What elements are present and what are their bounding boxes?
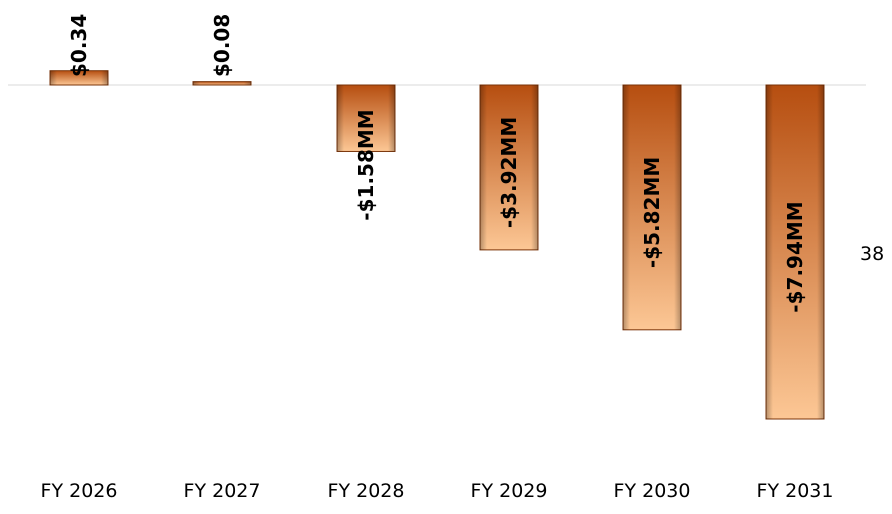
- data-label: -$1.58MM: [354, 109, 378, 220]
- bar-shading: [623, 85, 681, 330]
- bar-shading: [193, 81, 251, 85]
- data-label: $0.34: [67, 14, 91, 77]
- x-tick-label: FY 2030: [614, 480, 691, 502]
- x-tick-label: FY 2029: [471, 480, 548, 502]
- x-tick-label: FY 2026: [41, 480, 118, 502]
- page-number: 38: [860, 243, 885, 265]
- data-label: -$5.82MM: [640, 157, 664, 268]
- data-label: -$7.94MM: [783, 201, 807, 312]
- bar-shading: [50, 70, 108, 85]
- data-label: $0.08: [210, 14, 234, 77]
- data-label: -$3.92MM: [497, 117, 521, 228]
- x-tick-label: FY 2027: [184, 480, 261, 502]
- bar-shading: [766, 85, 824, 419]
- bar-shading: [480, 85, 538, 250]
- bar-shading: [337, 85, 395, 152]
- x-tick-label: FY 2031: [757, 480, 834, 502]
- x-tick-label: FY 2028: [328, 480, 405, 502]
